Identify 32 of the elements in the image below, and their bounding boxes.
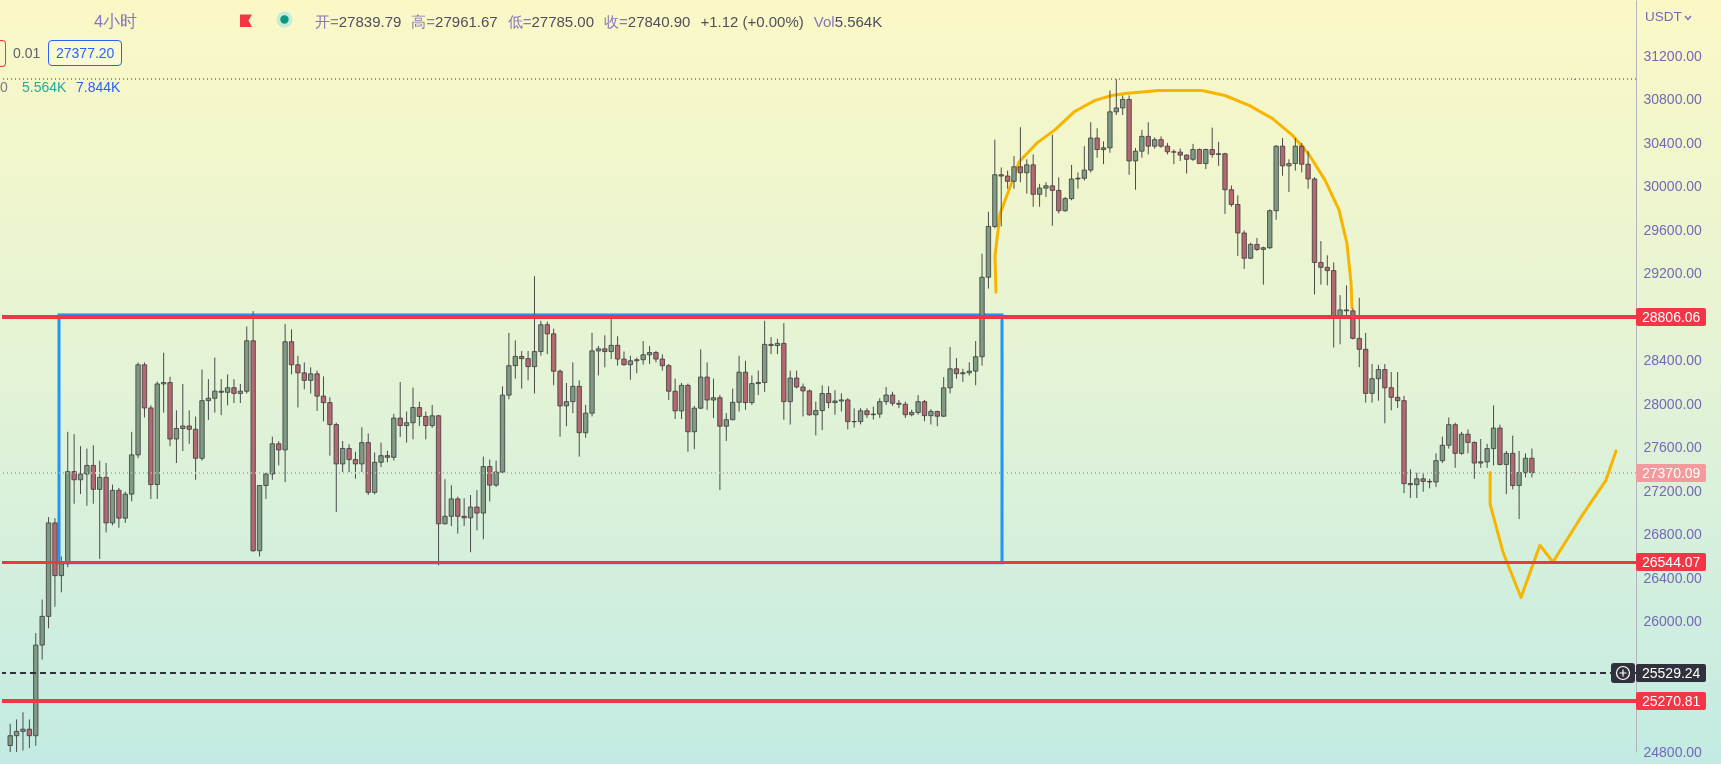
y-tick-label: 27600.00: [1643, 439, 1703, 456]
annotation: 高=27961.67: [411, 13, 498, 30]
y-tick-label: 28000.00: [1643, 395, 1703, 412]
annotation: Vol5.564K: [813, 13, 883, 30]
ref-line-label: 25529.24: [1636, 663, 1707, 682]
annotation: 7.844K: [76, 79, 121, 95]
ref-line-label: 25270.81: [1636, 691, 1707, 710]
y-tick-label: 30800.00: [1643, 91, 1703, 108]
y-tick-label: 26000.00: [1643, 613, 1703, 630]
text: 4小时: [94, 11, 138, 32]
y-tick-label: 27200.00: [1643, 482, 1703, 499]
annotation: 0.01: [13, 45, 41, 61]
annotation: 收=27840.90: [604, 13, 691, 30]
y-tick-label: 26400.00: [1643, 569, 1703, 586]
ref-line-label: 26544.07: [1636, 553, 1707, 572]
y-tick-label: 24800.00: [1643, 743, 1703, 760]
annotation: 27377.20: [48, 40, 123, 66]
y-tick-label: 30000.00: [1643, 178, 1703, 195]
ref-line-label: 27370.09: [1636, 463, 1707, 482]
y-tick-label: 29600.00: [1643, 221, 1703, 238]
y-axis-title: USDT: [1645, 9, 1682, 24]
y-tick-label: 28400.00: [1643, 352, 1703, 369]
annotation: 5.564K: [22, 79, 67, 95]
y-tick-label: 31200.00: [1643, 48, 1703, 65]
annotation: +1.12 (+0.00%): [700, 13, 804, 30]
annotation: 0: [0, 79, 8, 95]
y-tick-label: 29200.00: [1643, 265, 1703, 282]
annotation: 开=27839.79: [315, 13, 402, 30]
ref-line-label: 28806.06: [1636, 307, 1707, 326]
y-tick-label: 30400.00: [1643, 134, 1703, 151]
annotation: 低=27785.00: [507, 13, 595, 30]
y-tick-label: 26800.00: [1643, 526, 1703, 543]
